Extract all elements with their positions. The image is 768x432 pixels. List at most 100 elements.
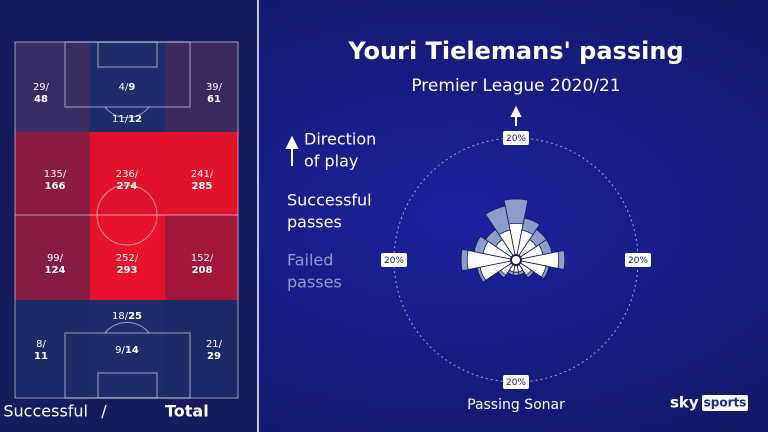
center-circle [96, 184, 158, 246]
zone-separator: / [43, 339, 47, 350]
zone-total: 166 [45, 181, 66, 192]
zone-successful: 135 [44, 169, 63, 180]
title: Youri Tielemans' passing [347, 37, 683, 65]
zone-total: 274 [117, 181, 138, 192]
zone-separator: / [125, 114, 129, 125]
zone-separator: / [210, 169, 214, 180]
legend-successful: passes [287, 213, 342, 232]
footer-successful: Successful [3, 402, 88, 421]
penalty-arc [104, 321, 150, 334]
zone-separator: / [125, 82, 129, 93]
zone [165, 132, 238, 215]
zone-total: 25 [128, 311, 142, 322]
legend-direction: Direction [304, 130, 376, 149]
ring-label-box [503, 375, 529, 389]
zone-total: 9 [128, 82, 135, 93]
zone-total: 14 [125, 345, 139, 356]
zone-separator: / [135, 253, 139, 264]
ring-label: 20% [506, 378, 526, 388]
zone [90, 132, 165, 215]
logo-box [702, 395, 748, 411]
zone [165, 215, 238, 300]
zone [90, 333, 165, 398]
successful-wedge [498, 229, 517, 261]
zone [90, 300, 165, 333]
zone-label: 236/274 [116, 169, 139, 192]
subtitle: Premier League 2020/21 [411, 76, 620, 96]
zone-label: 9/14 [115, 345, 139, 356]
zone-separator: / [122, 345, 126, 356]
ring-label: 20% [628, 256, 648, 266]
sonar-title: Passing Sonar [467, 397, 565, 413]
zone-separator: / [135, 169, 139, 180]
zones: 29/484/911/1239/61135/166236/274241/2859… [15, 42, 238, 398]
zone-successful: 11 [112, 114, 125, 125]
zone-separator: / [210, 253, 214, 264]
sonar-center [510, 254, 522, 266]
zone [90, 107, 165, 132]
legend-failed: passes [287, 273, 342, 292]
zone-label: 135/166 [44, 169, 67, 192]
zone-successful: 39 [206, 82, 219, 93]
sonar-arrow [510, 105, 522, 126]
zone-separator: / [219, 82, 223, 93]
pitch-lines [14, 41, 239, 399]
zone-separator: / [219, 339, 223, 350]
zone-successful: 21 [206, 339, 219, 350]
zone-separator: / [46, 82, 50, 93]
ring-label-box [381, 253, 407, 267]
zone-separator: / [63, 169, 67, 180]
zone [90, 42, 165, 107]
zone-label: 152/208 [191, 253, 214, 276]
zone-total: 293 [117, 265, 138, 276]
zone-successful: 236 [116, 169, 135, 180]
zone-total: 12 [128, 114, 142, 125]
direction-arrow [285, 135, 299, 166]
six-yard-box [97, 41, 158, 68]
zone [15, 132, 90, 215]
zone [165, 42, 238, 132]
zone-total: 285 [192, 181, 213, 192]
zone-successful: 9 [115, 345, 121, 356]
zone-total: 48 [34, 94, 48, 105]
zone-label: 29/48 [33, 82, 50, 105]
legend-failed: Failed [287, 251, 333, 270]
zone-successful: 152 [191, 253, 210, 264]
ring-label: 20% [384, 256, 404, 266]
legend-direction: of play [304, 152, 358, 171]
zone-label: 18/25 [112, 311, 142, 322]
successful-wedge [515, 251, 560, 269]
sonar: 20% 20% 20% 20% [381, 105, 651, 389]
zone [15, 42, 90, 132]
legend-successful: Successful [287, 191, 372, 210]
zone-label: 252/293 [116, 253, 139, 276]
footer-separator: / [101, 402, 107, 421]
zone-separator: / [60, 253, 64, 264]
zone-label: 39/61 [206, 82, 223, 105]
logo-sky: sky [670, 394, 699, 412]
zone-separator: / [125, 311, 129, 322]
zone-total: 124 [45, 265, 66, 276]
zone-total: 61 [207, 94, 221, 105]
zone [15, 215, 90, 300]
footer-total: Total [165, 402, 209, 421]
ring-label-box [503, 131, 529, 145]
zone-successful: 18 [112, 311, 125, 322]
penalty-arc [104, 106, 150, 119]
zone [165, 300, 238, 398]
zone-total: 11 [34, 351, 48, 362]
zone [15, 300, 90, 398]
zone-successful: 8 [36, 339, 42, 350]
zone-successful: 99 [47, 253, 60, 264]
zone-total: 29 [207, 351, 221, 362]
successful-wedge [466, 250, 517, 270]
ring-label-box [625, 253, 651, 267]
zone-successful: 4 [119, 82, 125, 93]
six-yard-box [97, 372, 158, 399]
successful-wedge [515, 259, 547, 278]
zone-successful: 29 [33, 82, 46, 93]
zone-label: 99/124 [45, 253, 66, 276]
zone [90, 215, 165, 300]
logo-sports: sports [704, 396, 747, 410]
